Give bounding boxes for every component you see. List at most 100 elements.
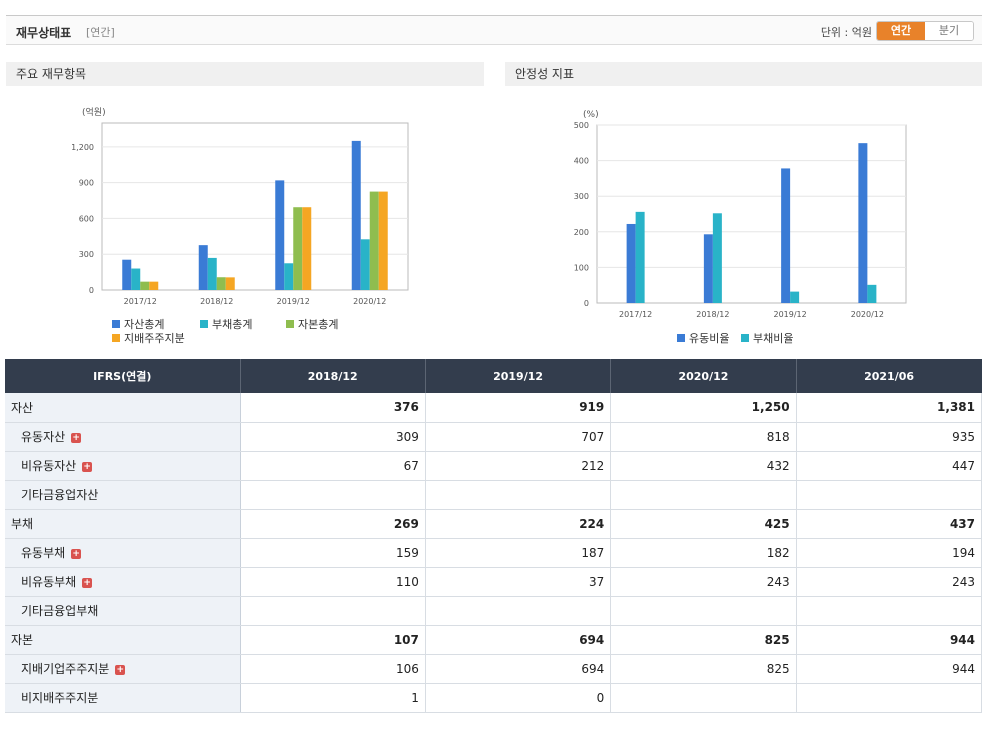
y-tick-label: 400: [574, 157, 589, 166]
period-subtitle: [연간]: [86, 26, 115, 39]
bar: [378, 191, 388, 290]
table-cell: 309: [240, 422, 426, 452]
column-header[interactable]: 2021/06: [796, 359, 982, 393]
bar: [140, 281, 150, 290]
bar: [225, 277, 235, 290]
y-tick-label: 100: [574, 263, 589, 272]
bar: [293, 207, 303, 290]
period-toggle: 연간 분기: [876, 21, 974, 41]
table-row: 비유동부채 +110 37 243 243: [5, 567, 983, 597]
legend-label: 부채비율: [753, 332, 793, 345]
table-cell: [796, 596, 983, 626]
legend-swatch: [741, 334, 749, 342]
table-cell: 694: [425, 625, 612, 655]
row-label: 지배기업주주지분 +: [5, 654, 241, 684]
row-label: 비유동자산 +: [5, 451, 241, 481]
expand-plus-icon[interactable]: +: [71, 433, 82, 443]
y-unit-label: (억원): [82, 106, 106, 118]
bar: [149, 281, 159, 290]
left-panel-title: 주요 재무항목: [6, 62, 484, 86]
table-cell: 0: [425, 683, 612, 713]
table-cell: 37: [425, 567, 612, 597]
y-tick-label: 600: [79, 214, 94, 223]
legend-swatch: [112, 334, 120, 342]
expand-plus-icon[interactable]: +: [115, 665, 126, 675]
table-cell: 159: [240, 538, 426, 568]
legend-swatch: [112, 320, 120, 328]
y-tick-label: 1,200: [71, 143, 94, 152]
table-cell: [240, 480, 426, 510]
x-tick-label: 2020/12: [353, 297, 386, 306]
table-cell: 919: [425, 393, 612, 423]
legend-label: 자본총계: [298, 318, 338, 331]
bar: [284, 263, 294, 290]
table-cell: 212: [425, 451, 612, 481]
table-cell: 243: [610, 567, 797, 597]
table-cell: 67: [240, 451, 426, 481]
table-cell: 106: [240, 654, 426, 684]
table-cell: 432: [610, 451, 797, 481]
bar: [275, 180, 285, 290]
row-label: 비지배주주지분: [5, 683, 241, 713]
table-cell: 935: [796, 422, 983, 452]
y-tick-label: 0: [584, 299, 589, 308]
bar: [207, 257, 217, 290]
table-row: 기타금융업자산: [5, 480, 983, 510]
table-cell: [425, 596, 612, 626]
bar: [867, 284, 877, 303]
bar: [122, 259, 132, 290]
row-label: 비유동부채 +: [5, 567, 241, 597]
stability-chart: 0 100 200 300 400 500(%) 2017/12 2018/12 2019/12…: [574, 110, 907, 345]
right-panel-title: 안정성 지표: [505, 62, 982, 86]
y-tick-label: 300: [574, 192, 589, 201]
x-tick-label: 2018/12: [696, 310, 729, 319]
bar: [626, 223, 636, 303]
table-cell: 447: [796, 451, 983, 481]
row-label: 기타금융업부채: [5, 596, 241, 626]
table-cell: 1,381: [796, 393, 983, 423]
table-cell: 825: [610, 654, 797, 684]
expand-plus-icon[interactable]: +: [82, 578, 93, 588]
table-cell: 224: [425, 509, 612, 539]
row-label: 자본: [5, 625, 241, 655]
y-unit-label: (%): [583, 110, 599, 120]
table-cell: 425: [610, 509, 797, 539]
table-row: 비지배주주지분 1 0: [5, 683, 983, 713]
row-label: 자산: [5, 393, 241, 423]
row-label: 기타금융업자산: [5, 480, 241, 510]
table-cell: 187: [425, 538, 612, 568]
table-row: 기타금융업부채: [5, 596, 983, 626]
x-tick-label: 2018/12: [200, 297, 233, 306]
expand-plus-icon[interactable]: +: [71, 549, 82, 559]
tab-annual[interactable]: 연간: [877, 22, 925, 40]
table-cell: 707: [425, 422, 612, 452]
table-cell: [796, 683, 983, 713]
column-header[interactable]: 2018/12: [240, 359, 426, 393]
bar: [790, 291, 800, 303]
table-row: 유동부채 +159 187 182 194: [5, 538, 983, 568]
table-row: 부채 269 224 425 437: [5, 509, 983, 539]
x-tick-label: 2017/12: [619, 310, 652, 319]
legend-label: 자산총계: [124, 318, 164, 331]
tab-quarter[interactable]: 분기: [925, 22, 973, 40]
table-cell: 944: [796, 654, 983, 684]
table-row: 유동자산 +309 707 818 935: [5, 422, 983, 452]
expand-plus-icon[interactable]: +: [82, 462, 93, 472]
table-cell: 194: [796, 538, 983, 568]
bar: [351, 140, 361, 290]
column-header[interactable]: 2019/12: [425, 359, 612, 393]
table-cell: 818: [610, 422, 797, 452]
table-cell: [610, 480, 797, 510]
column-header[interactable]: 2020/12: [610, 359, 797, 393]
legend-swatch: [286, 320, 294, 328]
legend-label: 지배주주지분: [124, 332, 185, 345]
table-cell: 243: [796, 567, 983, 597]
bar: [302, 207, 312, 290]
table-cell: 1,250: [610, 393, 797, 423]
bar: [703, 234, 713, 303]
bar: [131, 268, 141, 290]
financial-items-chart: 0 300 600 900 1,200 (억원) 2017/12 2018/12 2019/12…: [71, 106, 409, 345]
table-cell: 376: [240, 393, 426, 423]
y-tick-label: 900: [79, 179, 94, 188]
x-tick-label: 2019/12: [774, 310, 807, 319]
